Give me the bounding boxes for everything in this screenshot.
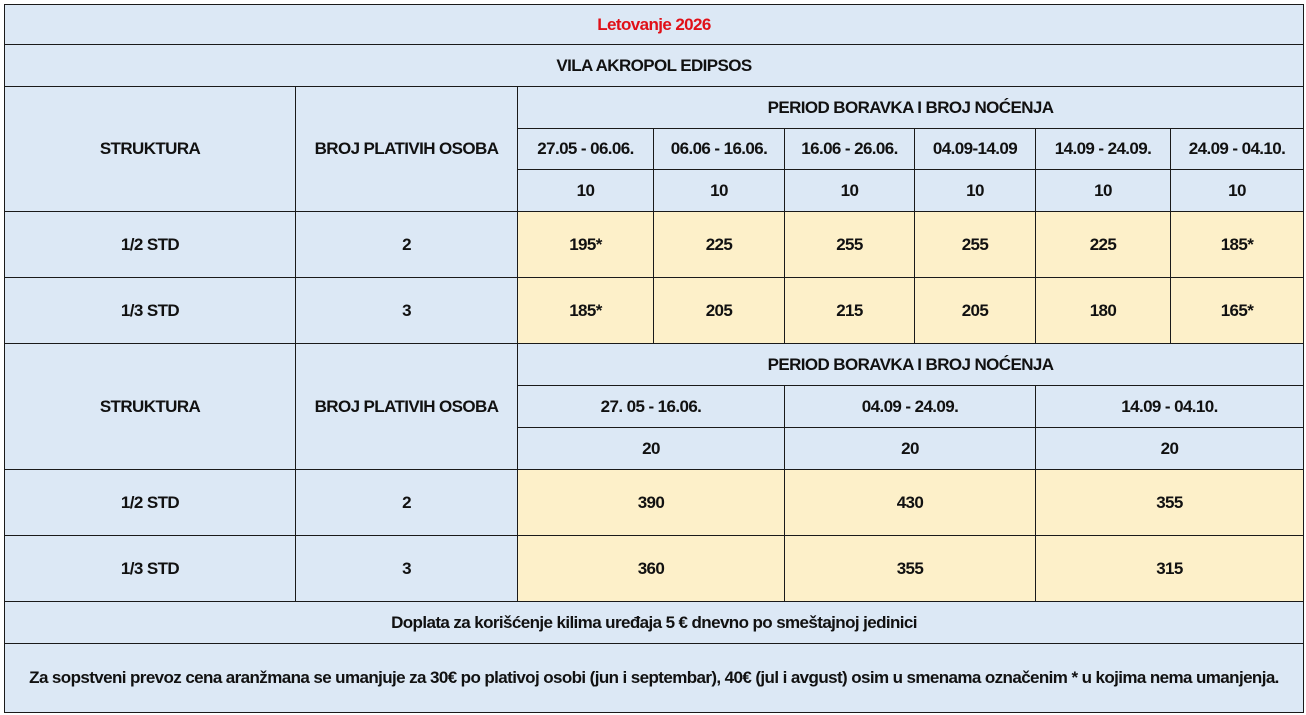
price-cell: 430 bbox=[784, 469, 1036, 536]
price-cell: 390 bbox=[517, 469, 785, 536]
nights-cell: 10 bbox=[1170, 169, 1304, 212]
price-cell: 355 bbox=[784, 535, 1036, 602]
nights-cell: 20 bbox=[517, 427, 785, 470]
hotel-name: VILA AKROPOL EDIPSOS bbox=[4, 44, 1304, 87]
price-cell: 165* bbox=[1170, 277, 1304, 344]
page-title: Letovanje 2026 bbox=[4, 4, 1304, 45]
price-cell: 225 bbox=[653, 211, 785, 278]
price-cell: 360 bbox=[517, 535, 785, 602]
price-cell: 180 bbox=[1035, 277, 1171, 344]
structure-cell: 1/3 STD bbox=[4, 277, 296, 344]
structure-cell: 1/3 STD bbox=[4, 535, 296, 602]
period-header: PERIOD BORAVKA I BROJ NOĆENJA bbox=[517, 86, 1304, 129]
persons-cell: 3 bbox=[295, 535, 518, 602]
nights-cell: 10 bbox=[653, 169, 785, 212]
period-cell: 14.09 - 24.09. bbox=[1035, 128, 1171, 170]
period-cell: 14.09 - 04.10. bbox=[1035, 385, 1304, 428]
price-cell: 215 bbox=[784, 277, 915, 344]
price-cell: 185* bbox=[1170, 211, 1304, 278]
nights-cell: 20 bbox=[1035, 427, 1304, 470]
structure-cell: 1/2 STD bbox=[4, 469, 296, 536]
nights-cell: 10 bbox=[1035, 169, 1171, 212]
nights-cell: 10 bbox=[784, 169, 915, 212]
price-cell: 195* bbox=[517, 211, 654, 278]
persons-cell: 3 bbox=[295, 277, 518, 344]
note-own-transport: Za sopstveni prevoz cena aranžmana se um… bbox=[4, 643, 1304, 713]
table-row: 1/3 STD 3 360 355 315 bbox=[4, 535, 1304, 602]
price-cell: 255 bbox=[784, 211, 915, 278]
price-cell: 185* bbox=[517, 277, 654, 344]
price-cell: 205 bbox=[653, 277, 785, 344]
table-row: 1/2 STD 2 195* 225 255 255 225 185* bbox=[4, 211, 1304, 278]
price-cell: 355 bbox=[1035, 469, 1304, 536]
nights-cell: 20 bbox=[784, 427, 1036, 470]
structure-header: STRUKTURA bbox=[4, 86, 296, 212]
nights-cell: 10 bbox=[517, 169, 654, 212]
price-cell: 225 bbox=[1035, 211, 1171, 278]
price-cell: 255 bbox=[914, 211, 1036, 278]
structure-header: STRUKTURA bbox=[4, 343, 296, 470]
table-row: 1/3 STD 3 185* 205 215 205 180 165* bbox=[4, 277, 1304, 344]
period-cell: 24.09 - 04.10. bbox=[1170, 128, 1304, 170]
persons-header: BROJ PLATIVIH OSOBA bbox=[295, 343, 518, 470]
period-cell: 16.06 - 26.06. bbox=[784, 128, 915, 170]
period-cell: 04.09-14.09 bbox=[914, 128, 1036, 170]
price-cell: 315 bbox=[1035, 535, 1304, 602]
persons-header: BROJ PLATIVIH OSOBA bbox=[295, 86, 518, 212]
price-cell: 205 bbox=[914, 277, 1036, 344]
period-cell: 04.09 - 24.09. bbox=[784, 385, 1036, 428]
period-cell: 06.06 - 16.06. bbox=[653, 128, 785, 170]
persons-cell: 2 bbox=[295, 211, 518, 278]
period-header: PERIOD BORAVKA I BROJ NOĆENJA bbox=[517, 343, 1304, 386]
persons-cell: 2 bbox=[295, 469, 518, 536]
nights-cell: 10 bbox=[914, 169, 1036, 212]
period-cell: 27. 05 - 16.06. bbox=[517, 385, 785, 428]
period-cell: 27.05 - 06.06. bbox=[517, 128, 654, 170]
table-row: 1/2 STD 2 390 430 355 bbox=[4, 469, 1304, 536]
price-table: Letovanje 2026 VILA AKROPOL EDIPSOS STRU… bbox=[4, 4, 1304, 713]
note-ac-surcharge: Doplata za korišćenje kilima uređaja 5 €… bbox=[4, 601, 1304, 644]
structure-cell: 1/2 STD bbox=[4, 211, 296, 278]
